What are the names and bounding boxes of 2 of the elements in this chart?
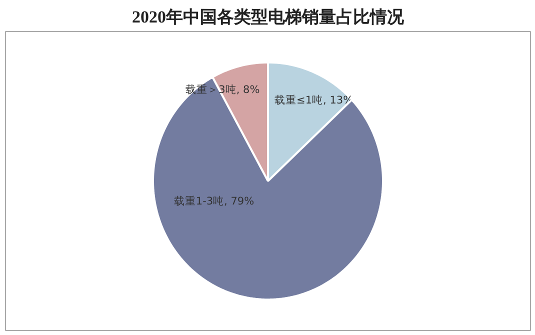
slice-label: 载重1-3吨, 79% [174, 194, 254, 208]
chart-title: 2020年中国各类型电梯销量占比情况 [132, 8, 405, 26]
